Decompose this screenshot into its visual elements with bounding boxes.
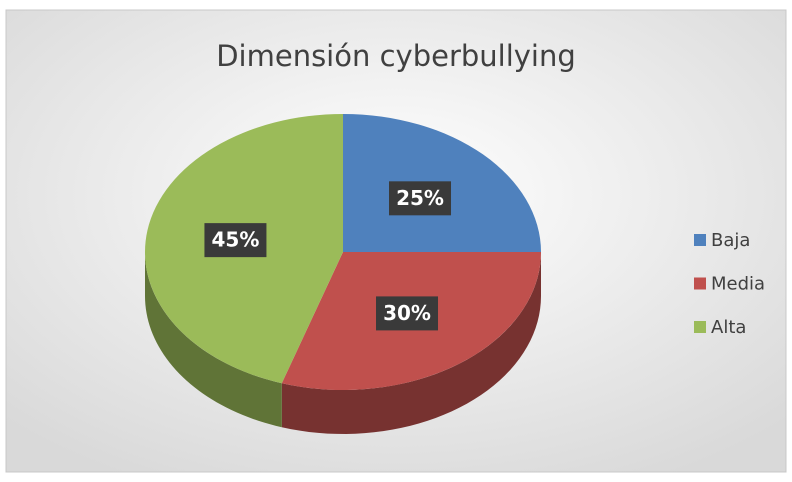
chart-title: Dimensión cyberbullying [216, 39, 576, 73]
legend-label: Alta [711, 317, 746, 338]
data-label-box [376, 296, 439, 331]
data-label: 45% [212, 228, 260, 252]
pie-side [145, 252, 282, 428]
legend-swatch [694, 277, 706, 290]
legend-label: Media [711, 274, 765, 295]
legend-swatch [694, 321, 706, 333]
pie-side [281, 252, 541, 434]
data-label: 30% [383, 301, 431, 325]
legend-label: Baja [711, 230, 750, 251]
legend-swatch [694, 234, 706, 246]
data-label-box [389, 181, 452, 216]
data-label: 25% [396, 186, 444, 210]
data-label-box [204, 223, 267, 258]
